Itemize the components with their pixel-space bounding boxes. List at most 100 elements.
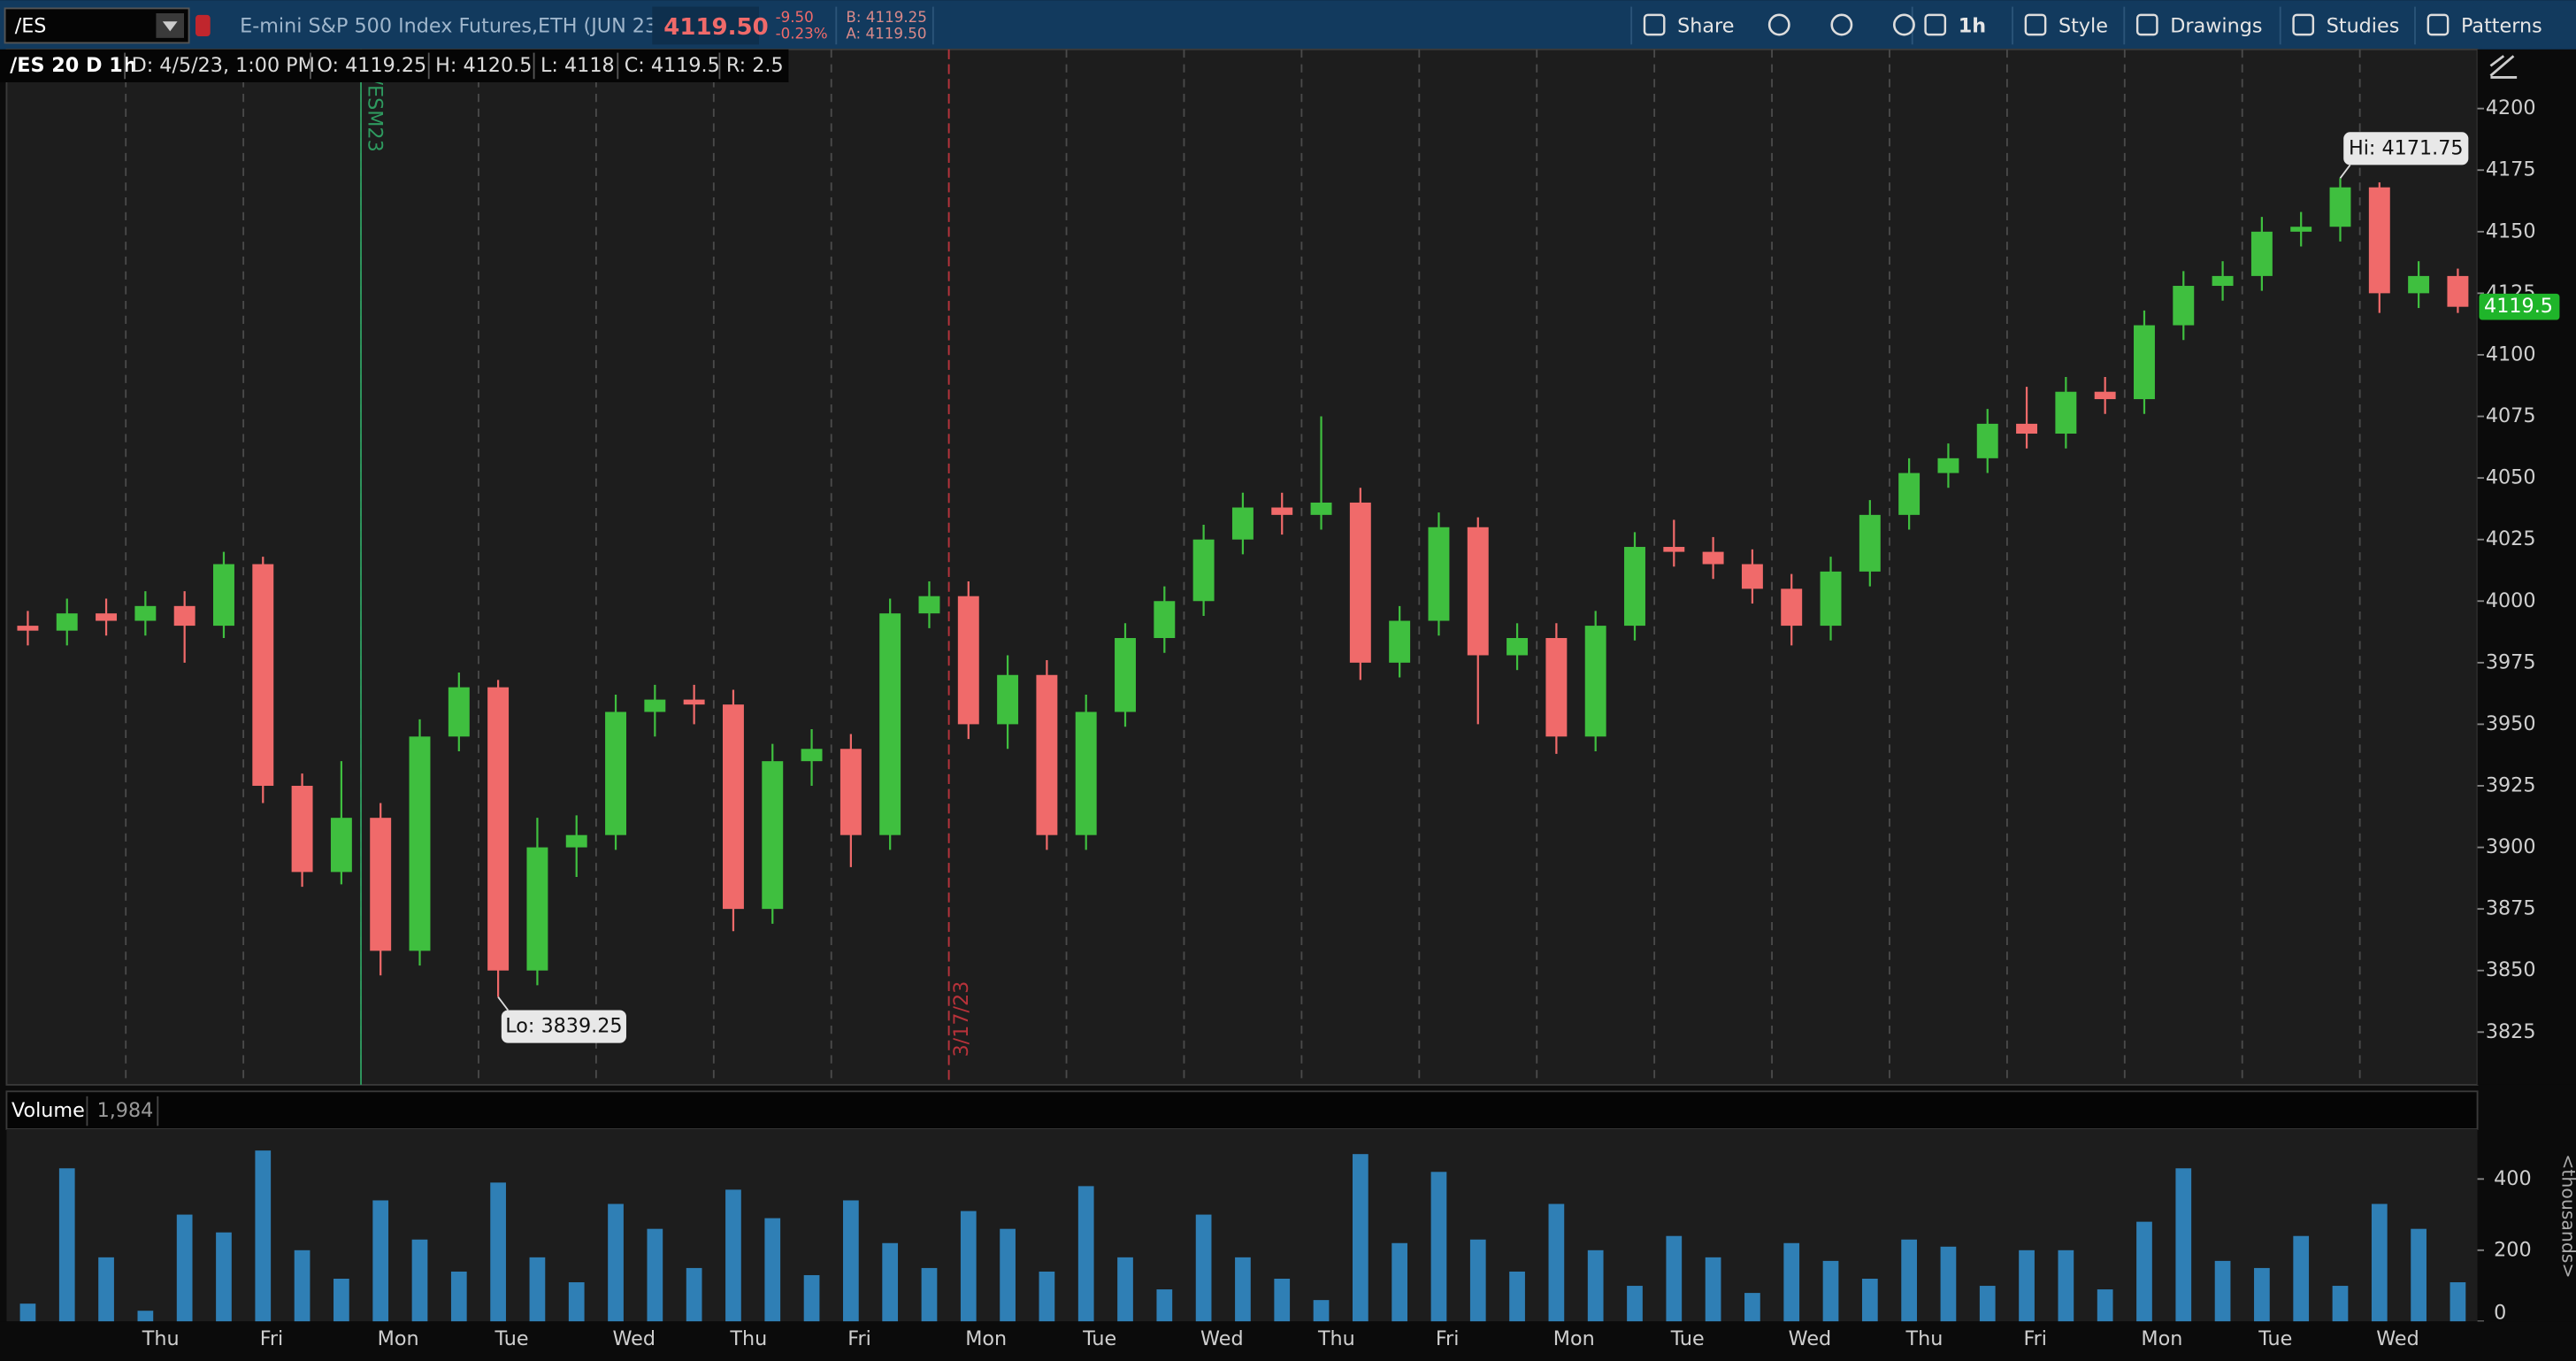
y-tick-label: 0	[2494, 1302, 2506, 1325]
y-tick-label: 3950	[2486, 712, 2536, 735]
volume-bar	[2254, 1267, 2270, 1322]
candle-body	[722, 704, 744, 910]
candle-body	[17, 626, 39, 631]
volume-bar	[764, 1218, 781, 1322]
candle-body	[801, 749, 823, 762]
volume-bar	[2371, 1203, 2388, 1322]
volume-marks: 0 200 400	[19, 1150, 2532, 1325]
volume-bar	[2136, 1221, 2152, 1322]
volume-bar	[960, 1211, 977, 1322]
toolbar-button[interactable]: Share	[1677, 14, 1734, 37]
toolbar-button[interactable]: Patterns	[2461, 14, 2542, 37]
ask: A: 4119.50	[846, 25, 926, 42]
candle-body	[213, 564, 234, 627]
info-field: D: 4/5/23, 1:00 PM	[132, 54, 315, 77]
button-icon[interactable]	[2135, 13, 2158, 36]
volume-bar	[490, 1182, 506, 1322]
candle-body	[1898, 473, 1920, 515]
toolbar-button[interactable]: Style	[2058, 14, 2108, 37]
volume-bar	[686, 1267, 702, 1322]
candle-body	[1036, 674, 1058, 835]
candle-body	[2094, 391, 2116, 400]
candle-body	[1663, 547, 1685, 552]
candle-body	[2447, 275, 2469, 307]
pct-change: -0.23%	[776, 25, 828, 42]
button-icon[interactable]	[1924, 13, 1947, 36]
candle-body	[173, 605, 196, 627]
volume-bar	[1077, 1186, 1094, 1322]
volume-bar	[568, 1282, 585, 1322]
x-tick-label: Wed	[1200, 1327, 1244, 1350]
y-tick-label: 4000	[2486, 589, 2536, 612]
candle-body	[1428, 527, 1450, 621]
candle-body	[1349, 502, 1371, 663]
x-tick-label: Mon	[2141, 1327, 2182, 1350]
last-price-label: 4119.5	[2484, 295, 2553, 318]
toolbar-button[interactable]: Drawings	[2170, 14, 2262, 37]
candle-body	[1154, 601, 1176, 639]
candle-body	[1741, 564, 1763, 589]
y-tick-label: 200	[2494, 1238, 2532, 1261]
candle-body	[957, 596, 979, 725]
candle-body	[2212, 275, 2234, 287]
candle-body	[605, 711, 626, 835]
dropdown-arrow	[162, 21, 178, 32]
toolbar-icon[interactable]	[1767, 13, 1790, 36]
marker-label: 3/17/23	[950, 981, 973, 1057]
candle-body	[1976, 423, 1998, 458]
volume-bar	[2175, 1168, 2192, 1322]
price-axis	[2477, 49, 2576, 1085]
annotation-label: Lo: 3839.25	[505, 1015, 622, 1038]
axis-settings-icon[interactable]	[2489, 55, 2518, 79]
volume-value: 1,984	[97, 1099, 154, 1122]
y-tick-label: 3925	[2486, 773, 2536, 796]
candle-body	[448, 687, 470, 737]
volume-bar	[216, 1232, 232, 1322]
button-icon[interactable]	[2292, 13, 2315, 36]
candle-body	[1192, 539, 1215, 602]
y-tick-label: 3900	[2486, 835, 2536, 858]
x-tick-label: Thu	[1905, 1327, 1944, 1350]
candle-body	[2250, 231, 2273, 276]
last-price: 4119.50	[663, 14, 768, 41]
candle-body	[918, 596, 940, 614]
volume-bar	[450, 1271, 467, 1322]
volume-bar	[1587, 1250, 1604, 1322]
x-tick-label: Thu	[729, 1327, 767, 1350]
info-field: H: 4120.5	[435, 54, 532, 77]
button-icon[interactable]	[2426, 13, 2450, 36]
candle-body	[2173, 286, 2195, 326]
alert-icon[interactable]	[196, 14, 211, 36]
candle-body	[2016, 423, 2038, 434]
volume-bar	[176, 1214, 193, 1322]
volume-bar	[843, 1200, 859, 1322]
volume-bar	[1274, 1279, 1291, 1322]
toolbar-button[interactable]: 1h	[1959, 14, 1986, 37]
toolbar-icon[interactable]	[1892, 13, 1915, 36]
toolbar-buttons: Share 1h Style Drawings Studies Patterns	[1630, 6, 2542, 45]
volume-bar	[98, 1257, 114, 1322]
volume-title: Volume	[12, 1099, 85, 1122]
toolbar-button[interactable]: Studies	[2327, 14, 2400, 37]
volume-bar	[1313, 1300, 1330, 1322]
info-title: /ES 20 D 1h	[10, 54, 136, 77]
y-tick-label: 4200	[2486, 96, 2536, 119]
symbol[interactable]: /ES	[15, 14, 47, 37]
volume-bar	[1195, 1214, 1212, 1322]
button-icon[interactable]	[1643, 13, 1666, 36]
volume-bar	[1705, 1257, 1721, 1322]
candle-body	[1584, 626, 1606, 737]
x-tick-label: Tue	[494, 1327, 529, 1350]
volume-bar	[2450, 1282, 2466, 1322]
candle-body	[330, 818, 352, 873]
last-price-tag	[2479, 293, 2560, 320]
button-icon[interactable]	[2024, 13, 2047, 36]
annotation-label: Hi: 4171.75	[2349, 136, 2464, 159]
volume-bar	[1352, 1154, 1368, 1322]
candle-body	[1389, 620, 1411, 663]
volume-bar	[1666, 1235, 1683, 1322]
candle-body	[487, 687, 510, 971]
toolbar-icon[interactable]	[1830, 13, 1853, 36]
candle-body	[1781, 588, 1803, 627]
